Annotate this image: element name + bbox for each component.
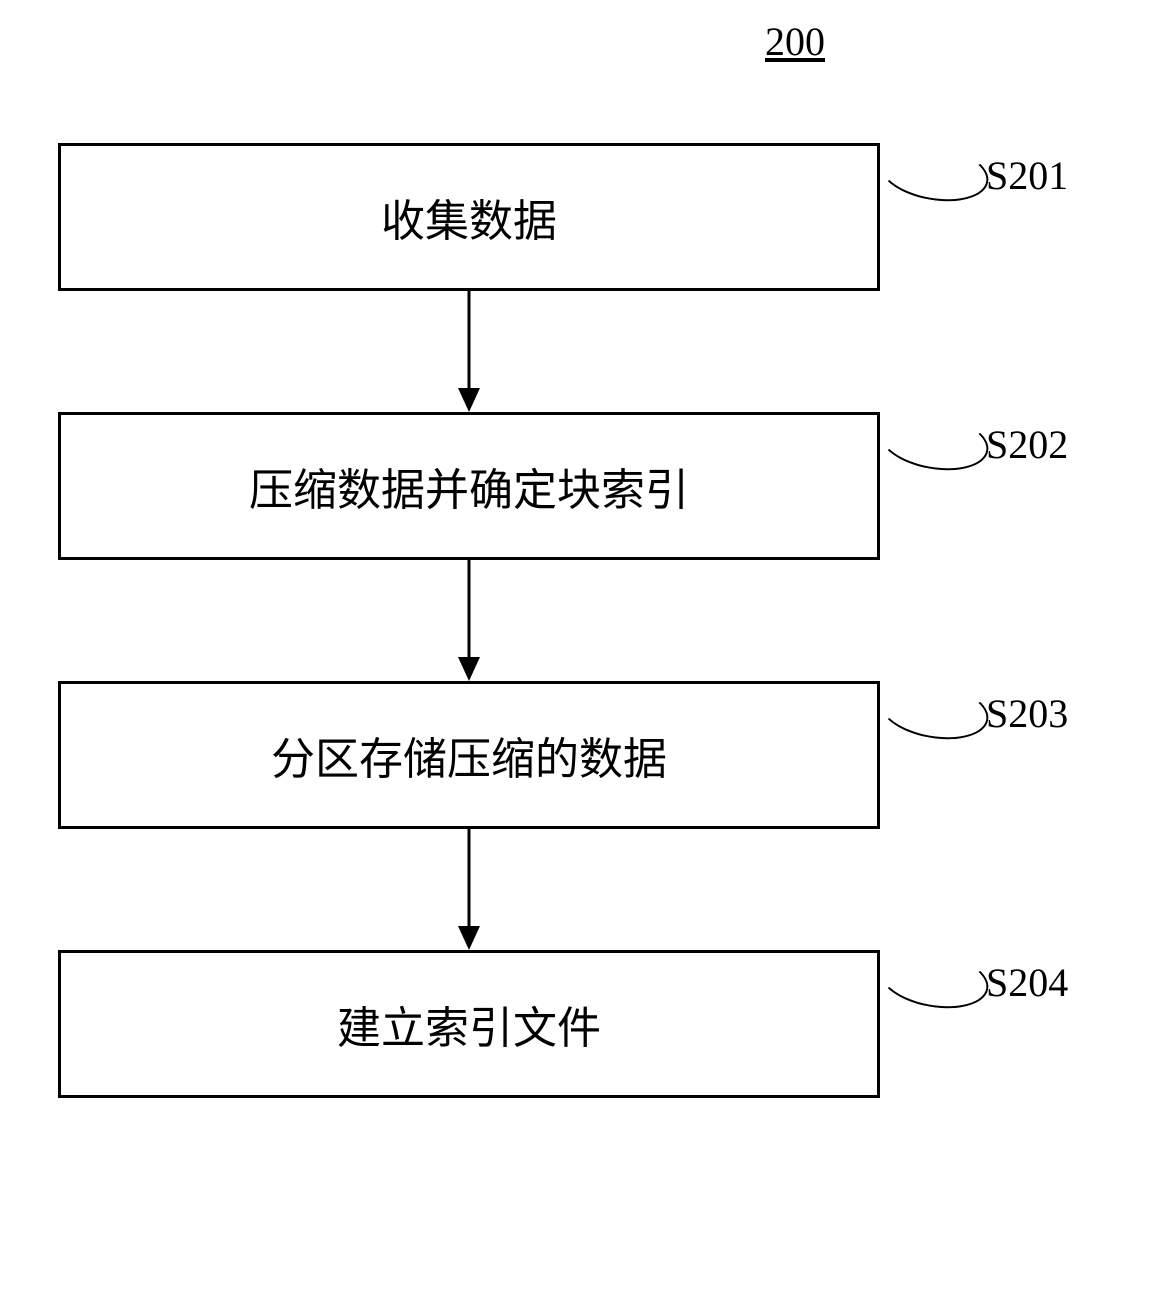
flow-box-s201-text: 收集数据 <box>381 185 557 249</box>
flow-box-s202: 压缩数据并确定块索引 <box>58 412 880 560</box>
arrow-1 <box>447 291 491 412</box>
step-label-s201: S201 <box>986 152 1068 199</box>
flow-box-s204-text: 建立索引文件 <box>337 992 601 1056</box>
connector-arc-s204 <box>875 943 993 1016</box>
step-label-s203: S203 <box>986 690 1068 737</box>
figure-number: 200 <box>765 18 825 65</box>
flow-box-s204: 建立索引文件 <box>58 950 880 1098</box>
step-label-s202: S202 <box>986 421 1068 468</box>
arrow-3 <box>447 829 491 950</box>
connector-arc-s202 <box>875 405 993 478</box>
flow-box-s202-text: 压缩数据并确定块索引 <box>249 454 689 518</box>
connector-arc-s201 <box>875 136 993 209</box>
connector-arc-s203 <box>875 674 993 747</box>
flow-box-s203: 分区存储压缩的数据 <box>58 681 880 829</box>
arrow-2 <box>447 560 491 681</box>
flow-box-s201: 收集数据 <box>58 143 880 291</box>
step-label-s204: S204 <box>986 959 1068 1006</box>
flow-box-s203-text: 分区存储压缩的数据 <box>271 723 667 787</box>
